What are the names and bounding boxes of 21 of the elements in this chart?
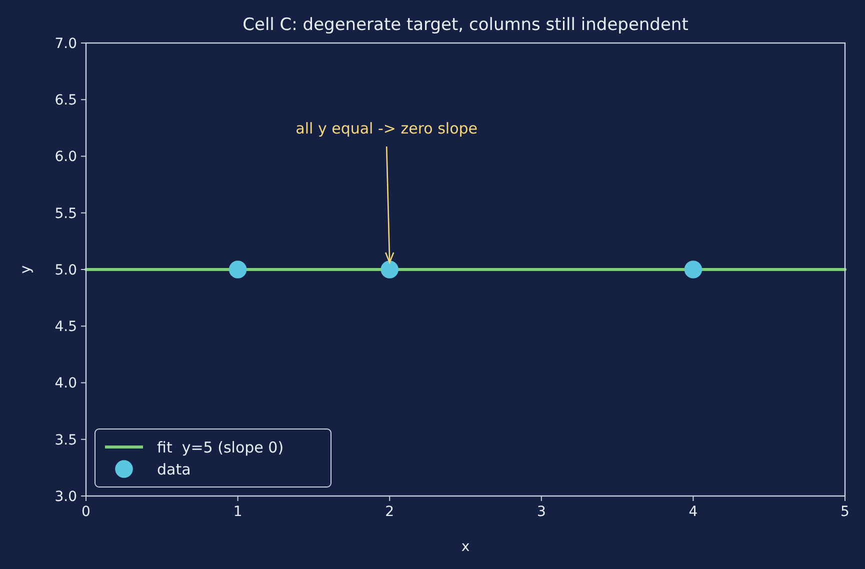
legend-label: fit y=5 (slope 0) [157, 438, 284, 456]
y-tick-label: 6.0 [54, 149, 77, 166]
x-tick-label: 5 [840, 504, 850, 520]
x-tick-label: 0 [82, 504, 90, 520]
y-tick-label: 4.0 [54, 376, 77, 392]
y-axis-title: y [18, 265, 34, 274]
x-tick-label: 1 [233, 504, 242, 520]
x-axis-title: x [461, 539, 470, 555]
y-tick-label: 5.0 [54, 262, 77, 278]
y-tick-label: 5.5 [54, 206, 77, 222]
legend-label: data [157, 460, 191, 478]
y-tick-label: 6.5 [54, 92, 77, 109]
y-tick-label: 3.0 [54, 488, 77, 505]
y-tick-label: 4.5 [54, 319, 77, 336]
x-tick-label: 2 [385, 504, 394, 520]
y-tick-label: 3.5 [54, 432, 77, 448]
y-tick-label: 7.0 [54, 36, 77, 52]
annotation: all y equal -> zero slope [296, 120, 478, 138]
x-tick-label: 3 [536, 504, 546, 520]
x-tick-label: 4 [688, 504, 698, 520]
chart-title: Cell C: degenerate target, columns still independent [242, 15, 689, 35]
